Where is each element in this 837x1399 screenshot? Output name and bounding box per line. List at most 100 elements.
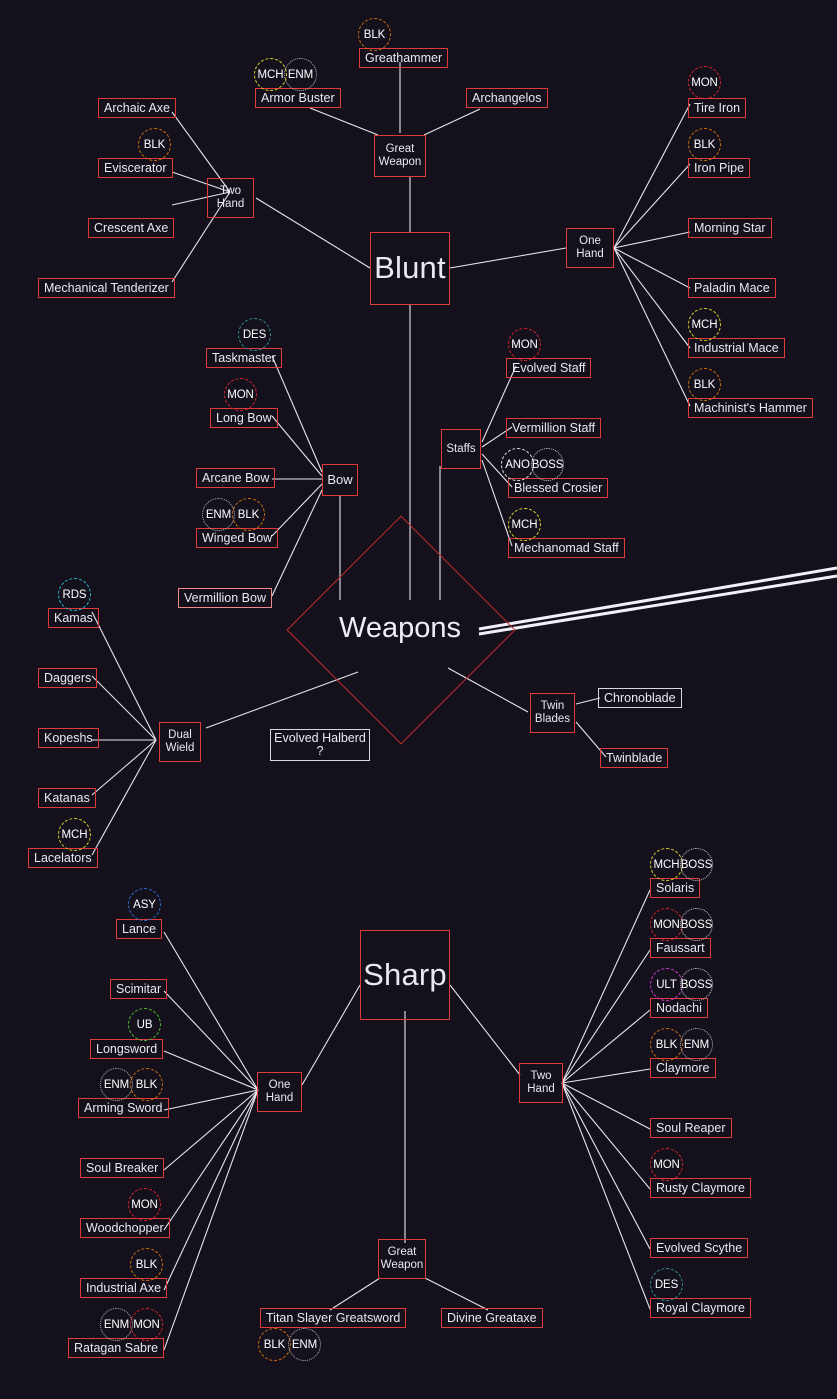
badge-boss[interactable]: BOSS bbox=[531, 448, 564, 481]
group-node-blunt-two-hand[interactable]: Two Hand bbox=[207, 178, 254, 218]
item-crescent-axe[interactable]: Crescent Axe bbox=[88, 218, 175, 238]
badge-blk[interactable]: BLK bbox=[650, 1028, 683, 1061]
item-morning-star[interactable]: Morning Star bbox=[688, 218, 772, 238]
badge-boss[interactable]: BOSS bbox=[680, 908, 713, 941]
group-node-dual-wield[interactable]: Dual Wield bbox=[159, 722, 201, 762]
badge-mon[interactable]: MON bbox=[130, 1308, 163, 1341]
badge-nano[interactable]: ANO bbox=[501, 448, 534, 481]
badge-pub[interactable]: UB bbox=[128, 1008, 161, 1041]
badge-mon[interactable]: MON bbox=[508, 328, 541, 361]
item-mechanomad-staff[interactable]: Mechanomad Staff bbox=[508, 538, 625, 558]
badge-enm[interactable]: ENM bbox=[284, 58, 317, 91]
item-solaris[interactable]: Solaris bbox=[650, 878, 701, 898]
badge-blk[interactable]: BLK bbox=[688, 368, 721, 401]
item-industrial-mace[interactable]: Industrial Mace bbox=[688, 338, 785, 358]
item-greathammer[interactable]: Greathammer bbox=[359, 48, 449, 68]
badge-enm[interactable]: ENM bbox=[288, 1328, 321, 1361]
item-chronoblade[interactable]: Chronoblade bbox=[598, 688, 682, 708]
badge-des[interactable]: DES bbox=[650, 1268, 683, 1301]
group-node-bow[interactable]: Bow bbox=[322, 464, 358, 496]
branch-node-sharp[interactable]: Sharp bbox=[360, 930, 450, 1020]
group-node-sharp-great-weapon[interactable]: Great Weapon bbox=[378, 1239, 426, 1279]
item-soul-breaker[interactable]: Soul Breaker bbox=[80, 1158, 165, 1178]
item-woodchopper[interactable]: Woodchopper bbox=[80, 1218, 170, 1238]
item-taskmaster[interactable]: Taskmaster bbox=[206, 348, 282, 368]
item-lacelators[interactable]: Lacelators bbox=[28, 848, 98, 868]
item-twinblade[interactable]: Twinblade bbox=[600, 748, 669, 768]
badge-blk[interactable]: BLK bbox=[258, 1328, 291, 1361]
item-faussart[interactable]: Faussart bbox=[650, 938, 711, 958]
item-daggers[interactable]: Daggers bbox=[38, 668, 98, 688]
item-archangelos[interactable]: Archangelos bbox=[466, 88, 548, 108]
badge-mch[interactable]: MCH bbox=[650, 848, 683, 881]
item-eviscerator[interactable]: Eviscerator bbox=[98, 158, 173, 178]
group-node-sharp-one-hand[interactable]: One Hand bbox=[257, 1072, 302, 1112]
item-longsword[interactable]: Longsword bbox=[90, 1039, 164, 1059]
item-katanas[interactable]: Katanas bbox=[38, 788, 96, 808]
item-mechanical-tenderizer[interactable]: Mechanical Tenderizer bbox=[38, 278, 175, 298]
item-titan-slayer-greatsword[interactable]: Titan Slayer Greatsword bbox=[260, 1308, 407, 1328]
badge-mch[interactable]: MCH bbox=[688, 308, 721, 341]
badge-mon[interactable]: MON bbox=[128, 1188, 161, 1221]
badge-blk[interactable]: BLK bbox=[130, 1248, 163, 1281]
item-divine-greataxe[interactable]: Divine Greataxe bbox=[441, 1308, 543, 1328]
item-vermillion-bow[interactable]: Vermillion Bow bbox=[178, 588, 272, 608]
group-node-twin-blades[interactable]: Twin Blades bbox=[530, 693, 575, 733]
badge-fasy[interactable]: ASY bbox=[128, 888, 161, 921]
badge-mch[interactable]: MCH bbox=[58, 818, 91, 851]
item-tire-iron[interactable]: Tire Iron bbox=[688, 98, 747, 118]
badge-brds[interactable]: RDS bbox=[58, 578, 91, 611]
item-soul-reaper[interactable]: Soul Reaper bbox=[650, 1118, 732, 1138]
badge-blk[interactable]: BLK bbox=[232, 498, 265, 531]
item-archaic-axe[interactable]: Archaic Axe bbox=[98, 98, 177, 118]
badge-enm[interactable]: ENM bbox=[100, 1068, 133, 1101]
group-node-staffs[interactable]: Staffs bbox=[441, 429, 481, 469]
item-label: Machinist's Hammer bbox=[694, 401, 807, 415]
group-node-sharp-two-hand[interactable]: Two Hand bbox=[519, 1063, 563, 1103]
badge-mon[interactable]: MON bbox=[650, 908, 683, 941]
badge-mch[interactable]: MCH bbox=[254, 58, 287, 91]
badge-mon[interactable]: MON bbox=[688, 66, 721, 99]
badge-ult[interactable]: ULT bbox=[650, 968, 683, 1001]
item-nodachi[interactable]: Nodachi bbox=[650, 998, 708, 1018]
item-long-bow[interactable]: Long Bow bbox=[210, 408, 278, 428]
badge-mch[interactable]: MCH bbox=[508, 508, 541, 541]
item-armor-buster[interactable]: Armor Buster bbox=[255, 88, 341, 108]
item-royal-claymore[interactable]: Royal Claymore bbox=[650, 1298, 751, 1318]
item-blessed-crosier[interactable]: Blessed Crosier bbox=[508, 478, 609, 498]
group-node-blunt-great-weapon[interactable]: Great Weapon bbox=[374, 135, 426, 177]
badge-blk[interactable]: BLK bbox=[138, 128, 171, 161]
branch-node-blunt[interactable]: Blunt bbox=[370, 232, 450, 305]
badge-boss[interactable]: BOSS bbox=[680, 968, 713, 1001]
badge-blk[interactable]: BLK bbox=[688, 128, 721, 161]
item-vermillion-staff[interactable]: Vermillion Staff bbox=[506, 418, 602, 438]
item-arming-sword[interactable]: Arming Sword bbox=[78, 1098, 169, 1118]
item-rusty-claymore[interactable]: Rusty Claymore bbox=[650, 1178, 751, 1198]
item-evolved-staff[interactable]: Evolved Staff bbox=[506, 358, 592, 378]
badge-mon[interactable]: MON bbox=[224, 378, 257, 411]
badge-mon[interactable]: MON bbox=[650, 1148, 683, 1181]
item-arcane-bow[interactable]: Arcane Bow bbox=[196, 468, 276, 488]
item-scimitar[interactable]: Scimitar bbox=[110, 979, 168, 999]
badge-des[interactable]: DES bbox=[238, 318, 271, 351]
item-kamas[interactable]: Kamas bbox=[48, 608, 99, 628]
badge-enm[interactable]: ENM bbox=[202, 498, 235, 531]
badge-blk[interactable]: BLK bbox=[358, 18, 391, 51]
item-ratagan-sabre[interactable]: Ratagan Sabre bbox=[68, 1338, 165, 1358]
item-claymore[interactable]: Claymore bbox=[650, 1058, 716, 1078]
item-kopeshs[interactable]: Kopeshs bbox=[38, 728, 99, 748]
item-machinists-hammer[interactable]: Machinist's Hammer bbox=[688, 398, 813, 418]
badge-enm[interactable]: ENM bbox=[680, 1028, 713, 1061]
item-lance[interactable]: Lance bbox=[116, 919, 163, 939]
item-paladin-mace[interactable]: Paladin Mace bbox=[688, 278, 776, 298]
badge-enm[interactable]: ENM bbox=[100, 1308, 133, 1341]
item-evolved-halberd[interactable]: Evolved Halberd ? bbox=[270, 729, 370, 761]
item-evolved-scythe[interactable]: Evolved Scythe bbox=[650, 1238, 749, 1258]
item-iron-pipe[interactable]: Iron Pipe bbox=[688, 158, 751, 178]
item-winged-bow[interactable]: Winged Bow bbox=[196, 528, 279, 548]
badge-blk[interactable]: BLK bbox=[130, 1068, 163, 1101]
item-industrial-axe[interactable]: Industrial Axe bbox=[80, 1278, 168, 1298]
group-node-blunt-one-hand[interactable]: One Hand bbox=[566, 228, 614, 268]
badge-boss[interactable]: BOSS bbox=[680, 848, 713, 881]
